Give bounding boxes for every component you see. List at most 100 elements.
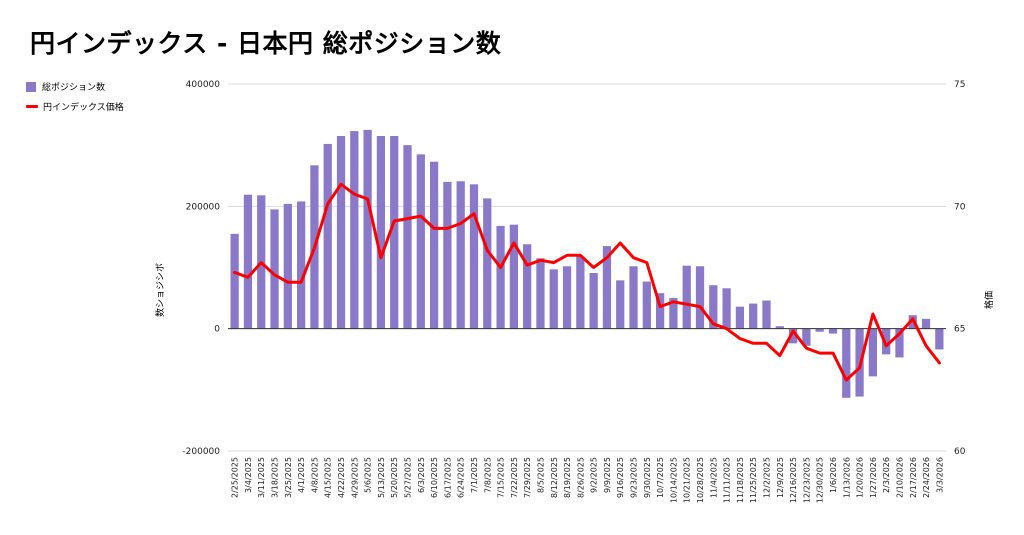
- bar: [469, 184, 479, 329]
- bar: [509, 224, 518, 329]
- bar: [350, 131, 359, 329]
- bar: [656, 293, 665, 329]
- x-tick-label: 11/25/2025: [749, 457, 758, 503]
- bar: [602, 246, 612, 329]
- x-tick-label: 3/4/2025: [244, 457, 253, 493]
- bar: [523, 244, 532, 329]
- bar: [921, 318, 931, 329]
- x-tick-label: 5/20/2025: [390, 457, 399, 498]
- x-tick-label: 11/11/2025: [723, 457, 732, 503]
- x-tick-label: 1/6/2026: [829, 457, 838, 493]
- x-tick-label: 8/19/2025: [563, 457, 572, 498]
- x-tick-label: 8/5/2025: [536, 457, 545, 493]
- bar: [336, 135, 346, 329]
- bar: [549, 269, 558, 329]
- x-tick-label: 11/18/2025: [736, 457, 745, 503]
- legend-bar-label: 総ポジション数: [42, 83, 106, 93]
- bar: [828, 328, 838, 334]
- bar: [669, 298, 678, 329]
- x-tick-label: 12/2/2025: [763, 457, 772, 498]
- x-tick-label: 9/9/2025: [603, 457, 612, 493]
- bar: [882, 328, 891, 355]
- x-tick-label: 10/7/2025: [656, 457, 665, 498]
- bar: [935, 328, 944, 350]
- bar: [642, 281, 651, 329]
- bar: [788, 328, 798, 344]
- x-tick-label: 8/26/2025: [576, 457, 585, 498]
- bar: [270, 209, 279, 329]
- x-tick-label: 7/8/2025: [483, 457, 492, 493]
- legend-line-label: 円インデックス価格: [43, 103, 124, 113]
- bar: [695, 266, 705, 329]
- x-tick-label: 10/21/2025: [683, 457, 692, 503]
- left-tick-label: 200000: [186, 202, 221, 212]
- bar: [496, 225, 505, 329]
- bar: [536, 258, 545, 329]
- x-tick-label: 7/22/2025: [510, 457, 519, 498]
- bar: [456, 181, 465, 329]
- bar: [416, 154, 425, 329]
- line-layer: [233, 182, 941, 382]
- bar: [297, 201, 306, 329]
- x-tick-label: 2/10/2026: [895, 457, 904, 498]
- x-tick-label: 5/13/2025: [377, 457, 386, 498]
- left-tick-label: 0: [214, 325, 220, 335]
- bar: [363, 129, 372, 329]
- x-tick-label: 4/22/2025: [337, 457, 346, 498]
- right-tick-label: 60: [954, 447, 966, 457]
- bar: [376, 135, 386, 329]
- bar: [802, 328, 811, 346]
- bar: [576, 256, 585, 329]
- bar: [230, 233, 239, 329]
- price-line: [233, 182, 941, 382]
- x-tick-label: 2/17/2026: [909, 457, 918, 498]
- bar: [762, 300, 771, 329]
- left-axis-title: 数ショジシボ: [154, 263, 166, 317]
- bar: [735, 306, 745, 329]
- bar: [443, 181, 452, 329]
- x-tick-label: 6/10/2025: [430, 457, 439, 498]
- bar: [709, 285, 718, 329]
- x-tick-label: 5/6/2025: [364, 457, 373, 493]
- x-tick-label: 4/1/2025: [297, 457, 306, 493]
- x-tick-label: 12/9/2025: [776, 457, 785, 498]
- right-axis-title: 格価: [983, 291, 995, 309]
- x-tick-label: 3/18/2025: [271, 457, 280, 498]
- grid-layer: [228, 83, 946, 452]
- bar: [749, 303, 758, 329]
- legend-line-swatch: [26, 105, 38, 108]
- x-tick-label: 2/25/2025: [231, 457, 240, 498]
- bar: [429, 161, 439, 329]
- x-tick-label: 9/16/2025: [616, 457, 625, 498]
- x-tick-label: 12/16/2025: [789, 457, 798, 503]
- x-tick-label: 9/2/2025: [590, 457, 599, 493]
- bar: [842, 328, 851, 398]
- bar: [483, 198, 492, 329]
- bar: [868, 328, 877, 377]
- x-tick-label: 10/28/2025: [696, 457, 705, 503]
- left-tick-label: 400000: [186, 80, 221, 90]
- x-tick-label: 3/25/2025: [284, 457, 293, 498]
- right-tick-label: 65: [954, 325, 965, 335]
- x-tick-label: 6/24/2025: [457, 457, 466, 498]
- bar: [323, 143, 332, 329]
- legend-item-bars: 総ポジション数: [26, 80, 105, 93]
- bar: [895, 328, 904, 358]
- bar: [722, 288, 731, 329]
- bar: [283, 203, 292, 329]
- bar-layer: [230, 129, 944, 398]
- x-tick-label: 1/27/2026: [869, 457, 878, 498]
- bar: [682, 265, 691, 329]
- left-tick-label: -200000: [182, 447, 220, 457]
- x-tick-label: 3/3/2026: [935, 457, 944, 493]
- x-tick-label: 9/30/2025: [643, 457, 652, 498]
- bar: [589, 273, 598, 329]
- bar: [403, 145, 412, 329]
- chart-title: 円インデックス - 日本円 総ポジション数: [30, 29, 502, 58]
- x-tick-label: 7/1/2025: [470, 457, 479, 493]
- x-tick-label: 5/27/2025: [404, 457, 413, 498]
- x-tick-label: 12/30/2025: [816, 457, 825, 503]
- x-tick-label: 11/4/2025: [709, 457, 718, 498]
- x-tick-label: 2/3/2026: [882, 457, 891, 493]
